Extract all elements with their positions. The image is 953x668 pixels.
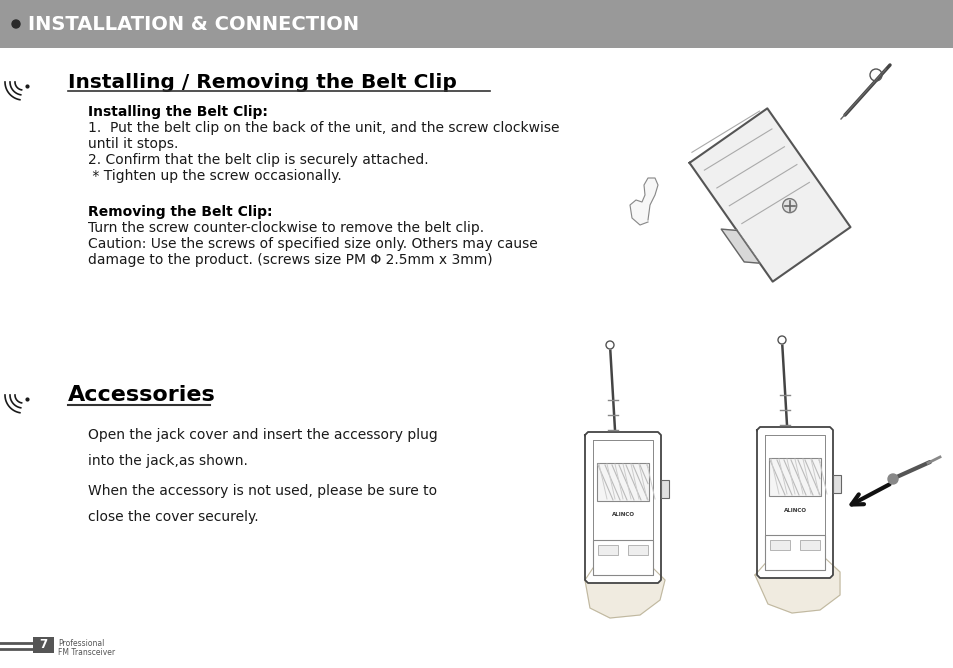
Circle shape: [781, 198, 796, 212]
Polygon shape: [584, 560, 664, 618]
Text: Turn the screw counter-clockwise to remove the belt clip.: Turn the screw counter-clockwise to remo…: [88, 221, 483, 235]
Text: Accessories: Accessories: [68, 385, 215, 405]
Text: Removing the Belt Clip:: Removing the Belt Clip:: [88, 205, 273, 219]
Text: Installing / Removing the Belt Clip: Installing / Removing the Belt Clip: [68, 73, 456, 92]
Bar: [832, 475, 841, 493]
Circle shape: [12, 20, 20, 28]
Text: FM Transceiver: FM Transceiver: [58, 648, 115, 657]
Text: Professional: Professional: [58, 639, 104, 648]
Polygon shape: [584, 432, 660, 583]
Polygon shape: [757, 427, 832, 578]
Text: close the cover securely.: close the cover securely.: [88, 510, 258, 524]
Text: damage to the product. (screws size PM Φ 2.5mm x 3mm): damage to the product. (screws size PM Φ…: [88, 253, 492, 267]
Bar: [660, 480, 668, 498]
Bar: [33, 637, 54, 653]
Text: until it stops.: until it stops.: [88, 137, 178, 151]
Text: Open the jack cover and insert the accessory plug: Open the jack cover and insert the acces…: [88, 428, 437, 442]
Text: ALINCO: ALINCO: [611, 512, 634, 518]
Bar: [764, 535, 824, 570]
Polygon shape: [720, 229, 759, 263]
Polygon shape: [629, 178, 658, 225]
Bar: [768, 458, 821, 496]
Text: INSTALLATION & CONNECTION: INSTALLATION & CONNECTION: [28, 15, 358, 33]
Bar: [800, 540, 820, 550]
Text: 7: 7: [39, 639, 48, 651]
Text: * Tighten up the screw occasionally.: * Tighten up the screw occasionally.: [88, 169, 341, 183]
Bar: [597, 463, 648, 501]
Text: Installing the Belt Clip:: Installing the Belt Clip:: [88, 105, 268, 119]
Bar: [627, 545, 647, 555]
Polygon shape: [689, 108, 850, 282]
Text: into the jack,as shown.: into the jack,as shown.: [88, 454, 248, 468]
Bar: [0, 0, 953, 48]
Circle shape: [887, 474, 897, 484]
Polygon shape: [754, 553, 840, 613]
Text: 2. Confirm that the belt clip is securely attached.: 2. Confirm that the belt clip is securel…: [88, 153, 428, 167]
Circle shape: [778, 336, 785, 344]
Text: ALINCO: ALINCO: [782, 508, 805, 512]
Bar: [769, 540, 789, 550]
Circle shape: [869, 69, 882, 81]
Bar: [598, 545, 618, 555]
Text: Caution: Use the screws of specified size only. Others may cause: Caution: Use the screws of specified siz…: [88, 237, 537, 251]
Circle shape: [605, 341, 614, 349]
Bar: [593, 540, 652, 575]
Text: When the accessory is not used, please be sure to: When the accessory is not used, please b…: [88, 484, 436, 498]
Text: 1.  Put the belt clip on the back of the unit, and the screw clockwise: 1. Put the belt clip on the back of the …: [88, 121, 558, 135]
